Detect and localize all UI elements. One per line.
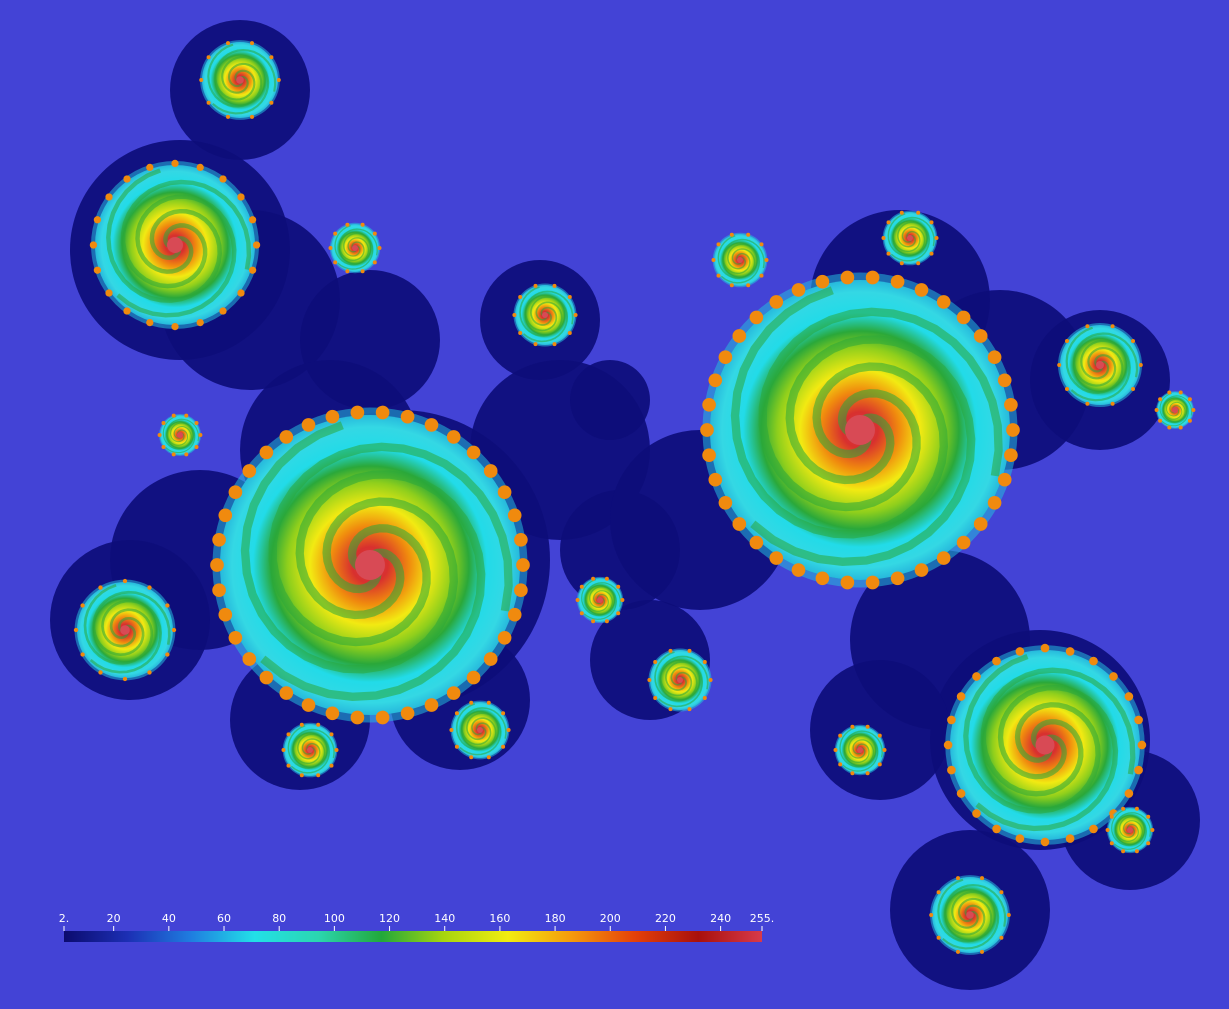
colorbar-tick-label: 200	[599, 912, 621, 925]
colorbar-tick-label: 180	[544, 912, 566, 925]
colorbar-tick-label: 255.	[749, 912, 775, 925]
colorbar-tick-label: 100	[323, 912, 345, 925]
colorbar-tick-label: 80	[272, 912, 287, 925]
colorbar-tick-label: 2.	[58, 912, 70, 925]
colorbar-tick-label: 240	[710, 912, 732, 925]
colorbar-tick-label: 160	[489, 912, 511, 925]
colorbar-tick-label: 220	[654, 912, 676, 925]
set-interior	[50, 20, 1200, 990]
spiral-arms	[73, 40, 1196, 955]
colorbar-tick-label: 60	[217, 912, 232, 925]
colorbar-tick-label: 140	[434, 912, 456, 925]
colorbar-tick-label: 20	[106, 912, 121, 925]
colorbar-tick-label: 40	[161, 912, 176, 925]
colorbar-tick-label: 120	[379, 912, 401, 925]
